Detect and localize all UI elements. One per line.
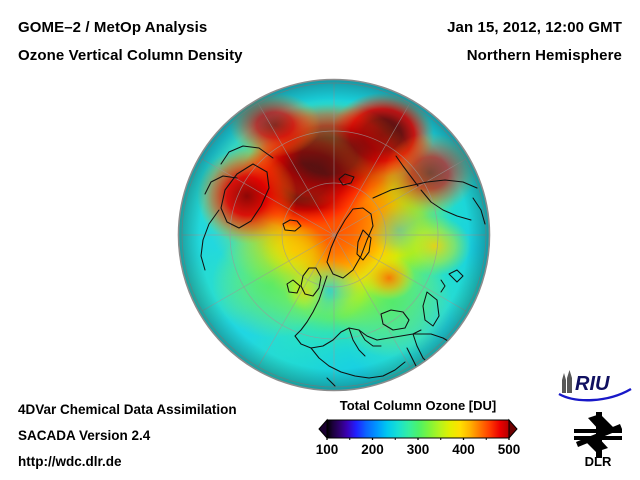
version-label: SACADA Version 2.4: [18, 428, 151, 443]
dlr-mark-icon: [574, 412, 622, 458]
page-subtitle: Ozone Vertical Column Density: [18, 47, 243, 64]
dlr-logo: DLR: [574, 412, 622, 468]
riu-swoosh: [558, 387, 632, 402]
orthographic-projection: [177, 78, 491, 392]
colorbar-major-ticks: [326, 438, 510, 440]
observation-timestamp: Jan 15, 2012, 12:00 GMT: [447, 19, 622, 36]
page-title: GOME–2 / MetOp Analysis: [18, 19, 208, 36]
colorbar-tick-500: 500: [497, 442, 521, 457]
colorbar-title: Total Column Ozone [DU]: [339, 398, 497, 413]
colorbar-tick-300: 300: [406, 442, 430, 457]
colorbar-minor-ticks: [349, 438, 487, 440]
colorbar-tick-200: 200: [361, 442, 384, 457]
riu-wordmark: RIU: [575, 373, 610, 395]
ozone-globe-map: [177, 78, 491, 392]
colorbar-high-arrow: [508, 418, 518, 440]
colorbar-tick-400: 400: [452, 442, 475, 457]
region-label: Northern Hemisphere: [466, 47, 622, 64]
method-label: 4DVar Chemical Data Assimilation: [18, 402, 237, 417]
globe-outline: [177, 78, 491, 392]
website-url[interactable]: http://wdc.dlr.de: [18, 454, 122, 469]
colorbar: Total Column Ozone [DU]: [305, 398, 535, 462]
riu-logo: RIU: [558, 370, 632, 402]
colorbar-tick-100: 100: [315, 442, 339, 457]
colorbar-tick-labels: 100 200 300 400 500: [307, 442, 529, 462]
colorbar-low-arrow: [318, 418, 328, 440]
colorbar-gradient: [318, 418, 518, 440]
tower-icon: [562, 370, 572, 393]
dlr-wordmark: DLR: [585, 454, 612, 468]
